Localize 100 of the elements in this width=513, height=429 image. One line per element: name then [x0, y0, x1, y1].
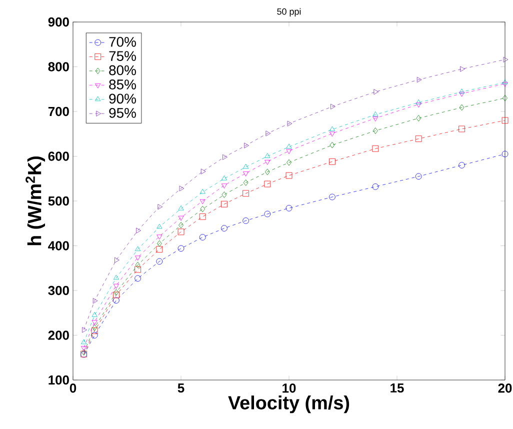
y-tick-label: 600 — [48, 152, 69, 161]
point — [415, 136, 422, 142]
chart-title: 50 ppi — [277, 8, 301, 16]
point — [416, 76, 422, 83]
point — [287, 120, 292, 126]
point — [502, 79, 508, 84]
point — [372, 128, 378, 134]
point — [329, 194, 336, 200]
legend-label: 85% — [109, 80, 136, 90]
point — [158, 204, 163, 210]
point — [113, 292, 120, 298]
point — [459, 104, 464, 111]
point — [114, 289, 119, 296]
point — [502, 150, 508, 158]
point — [81, 346, 87, 351]
point — [266, 130, 271, 136]
point — [372, 116, 378, 122]
point — [199, 213, 206, 220]
point — [502, 94, 508, 102]
legend-label: 95% — [109, 108, 136, 118]
x-axis-title: Velocity (m/s) — [228, 396, 350, 414]
point — [222, 154, 228, 160]
point — [503, 56, 508, 62]
point — [135, 262, 140, 268]
point — [221, 200, 228, 208]
point — [156, 258, 163, 265]
point — [415, 173, 422, 180]
y-tick-label: 700 — [48, 106, 69, 116]
point — [113, 297, 120, 304]
point — [199, 234, 206, 240]
point — [221, 175, 227, 180]
y-tick-label: 300 — [48, 286, 69, 296]
y-tick-label: 200 — [48, 330, 69, 340]
point — [286, 172, 292, 179]
point — [460, 66, 465, 72]
point — [178, 245, 184, 252]
point — [264, 153, 270, 158]
legend-label: 80% — [109, 65, 136, 76]
point — [242, 190, 249, 197]
legend-label: 90% — [109, 94, 136, 104]
point — [222, 192, 227, 198]
point — [416, 115, 422, 122]
point — [372, 183, 379, 190]
x-tick-label: 15 — [390, 384, 404, 393]
x-tick-label: 0 — [70, 384, 76, 393]
point — [92, 298, 98, 304]
point — [134, 275, 141, 282]
point — [113, 274, 119, 280]
point — [330, 142, 335, 148]
x-tick-label: 20 — [498, 384, 512, 393]
point — [135, 256, 141, 261]
point — [221, 225, 228, 232]
point — [156, 224, 162, 229]
point — [156, 234, 162, 240]
y-tick-label: 100 — [48, 375, 69, 385]
point — [329, 126, 335, 132]
point — [134, 266, 141, 273]
point — [244, 142, 249, 148]
x-tick-label: 5 — [178, 384, 184, 393]
point — [502, 117, 508, 124]
point — [286, 149, 292, 154]
point — [178, 216, 184, 221]
point — [200, 188, 206, 194]
point — [330, 104, 336, 110]
point — [242, 218, 249, 224]
point — [178, 205, 184, 210]
point — [156, 246, 163, 253]
point — [114, 257, 120, 263]
point — [179, 186, 184, 192]
point — [458, 126, 465, 132]
point — [286, 204, 292, 212]
point — [264, 168, 270, 176]
point — [416, 99, 422, 104]
point — [374, 89, 379, 95]
point — [243, 164, 249, 169]
point — [459, 92, 465, 97]
point — [372, 145, 379, 152]
point — [458, 162, 465, 168]
point — [329, 132, 335, 137]
point — [200, 168, 206, 174]
point — [92, 312, 98, 317]
point — [156, 240, 162, 247]
point — [243, 172, 249, 176]
point — [136, 228, 141, 234]
point — [264, 210, 271, 218]
point — [92, 324, 98, 331]
point — [178, 222, 184, 228]
point — [113, 284, 119, 289]
point — [82, 327, 87, 333]
point — [329, 158, 336, 165]
x-tick-label: 10 — [282, 384, 296, 393]
point — [459, 88, 465, 94]
legend-label: 70% — [109, 36, 136, 47]
y-tick-label: 900 — [48, 17, 69, 27]
point — [286, 159, 292, 166]
point — [243, 179, 248, 186]
y-tick-label: 800 — [48, 62, 69, 72]
point — [135, 246, 141, 252]
point — [91, 332, 98, 338]
point — [178, 228, 184, 236]
